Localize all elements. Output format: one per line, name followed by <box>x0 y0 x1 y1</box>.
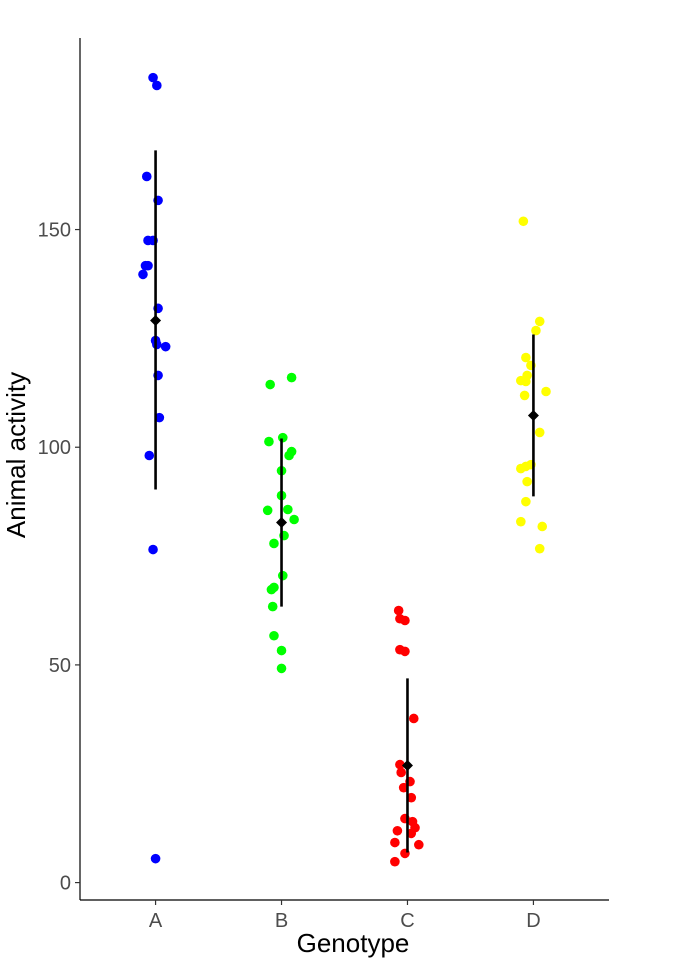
data-point <box>267 601 278 612</box>
data-point <box>265 379 275 390</box>
data-point <box>144 450 155 461</box>
data-point <box>541 386 551 397</box>
x-tick-label: A <box>149 910 163 932</box>
data-point <box>522 476 532 487</box>
data-point <box>400 615 410 626</box>
x-ticks: A B C D <box>149 900 541 932</box>
data-point <box>150 853 161 864</box>
mean-marker <box>150 315 162 327</box>
data-point <box>154 412 165 423</box>
data-point <box>148 544 158 555</box>
data-point <box>406 792 417 803</box>
x-tick-label: D <box>526 910 540 932</box>
data-point <box>289 514 299 525</box>
data-point <box>537 521 548 532</box>
data-point <box>390 837 400 848</box>
data-point <box>264 436 274 447</box>
data-point <box>396 767 406 778</box>
data-point <box>414 839 424 850</box>
mean-marker <box>527 409 539 421</box>
data-point <box>516 463 526 474</box>
data-point <box>518 216 529 227</box>
data-point <box>393 605 404 616</box>
data-point <box>534 427 545 438</box>
y-tick-label: 150 <box>38 220 71 242</box>
data-point <box>516 516 526 527</box>
series-B <box>262 372 299 674</box>
data-point <box>406 828 417 839</box>
y-axis-title: Animal activity <box>1 372 31 538</box>
x-axis-title: Genotype <box>297 928 410 958</box>
x-tick-label: B <box>275 910 288 932</box>
data-point <box>284 450 294 461</box>
data-point <box>148 72 158 83</box>
data-point <box>400 646 410 657</box>
data-point <box>531 325 541 336</box>
data-point <box>269 630 279 641</box>
data-point <box>392 825 403 836</box>
data-point <box>521 496 531 507</box>
data-point <box>141 171 152 182</box>
data-point <box>276 645 287 656</box>
y-tick-label: 50 <box>49 655 71 677</box>
data-point <box>138 269 148 280</box>
mean-marker <box>276 517 288 529</box>
data-point <box>262 505 273 516</box>
data-point <box>398 782 409 793</box>
data-point <box>521 376 531 387</box>
data-point <box>152 80 162 91</box>
data-point <box>283 504 293 515</box>
x-tick-label: C <box>400 910 414 932</box>
data-point <box>408 713 419 724</box>
data-point <box>395 759 405 770</box>
data-point <box>390 856 400 867</box>
data-point <box>534 316 545 327</box>
mean-marker <box>401 759 413 771</box>
data-point <box>266 584 277 595</box>
data-point <box>276 663 287 674</box>
data-point <box>143 260 153 271</box>
y-ticks: 0 50 100 150 <box>38 220 80 895</box>
series-A <box>138 72 171 864</box>
y-tick-label: 0 <box>60 873 71 895</box>
data-point <box>269 538 279 549</box>
y-tick-label: 100 <box>38 437 71 459</box>
data-point <box>519 390 530 401</box>
series-D <box>516 216 551 554</box>
plot-marks <box>138 72 551 867</box>
data-point <box>534 543 545 554</box>
data-point <box>521 352 531 363</box>
data-point <box>286 372 297 383</box>
data-point <box>160 341 171 352</box>
series-C <box>390 605 424 867</box>
